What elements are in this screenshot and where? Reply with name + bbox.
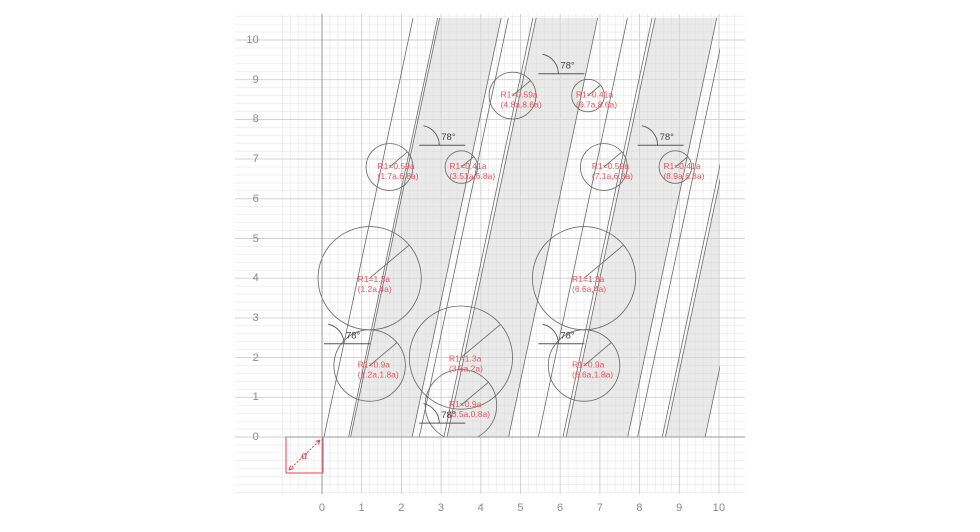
coordinate-label: (3.51a,6.8a)	[449, 171, 495, 181]
y-axis-tick-4: 4	[252, 272, 259, 285]
coordinate-label: (6.6a,4a)	[572, 284, 606, 294]
angle-marker-label: 78°	[560, 61, 575, 72]
coordinate-label: (1.2a,4a)	[358, 284, 392, 294]
angle-marker-label: 78°	[560, 331, 575, 342]
y-axis-tick-5: 5	[252, 232, 259, 245]
y-axis-tick-7: 7	[252, 153, 259, 166]
angle-marker-group: 78° 78° 78° 78° 78° 78°	[323, 53, 684, 424]
radius-label: R1=0.41a	[663, 161, 700, 171]
radius-label: R1=0.41a	[449, 161, 486, 171]
axis-lines	[285, 14, 745, 494]
y-axis-tick-0: 0	[252, 431, 259, 443]
radius-label: R1=0.41a	[576, 90, 613, 100]
x-axis-tick-9: 9	[676, 502, 683, 514]
unit-cell-label: a	[301, 447, 308, 462]
coordinate-label: (7.1a,6.8a)	[592, 171, 633, 181]
radius-label: R1=1.3a	[358, 274, 391, 284]
radius-label: R1=0.59a	[377, 161, 414, 171]
angle-marker-label: 78°	[660, 132, 675, 143]
x-axis-tick-8: 8	[636, 502, 643, 514]
y-axis-tick-2: 2	[252, 351, 259, 364]
y-axis-tick-10: 10	[246, 34, 259, 46]
annotation-label-group: R1=0.59a(1.7a,6.8a)R1=0.41a(3.51a,6.8a)R…	[358, 90, 705, 420]
x-axis-tick-6: 6	[557, 502, 564, 514]
slanted-band-group	[323, 18, 720, 437]
x-axis-tick-0: 0	[318, 502, 326, 514]
x-axis-tick-10: 10	[712, 502, 726, 514]
coordinate-label: (4.8a,8.6a)	[501, 100, 542, 110]
coordinate-label: (8.9a,6.8a)	[663, 171, 704, 181]
angle-marker-label: 78°	[346, 331, 361, 342]
angle-marker-label: 78°	[441, 132, 456, 143]
radius-label: R1=1.3a	[449, 354, 482, 364]
coordinate-label: (6.6a,1.8a)	[572, 370, 613, 380]
y-axis-tick-8: 8	[252, 113, 259, 126]
radius-label: R1=0.59a	[592, 161, 629, 171]
x-axis-tick-1: 1	[358, 502, 365, 514]
y-axis-tick-9: 9	[252, 73, 259, 86]
x-axis-tick-7: 7	[596, 502, 604, 514]
radius-label: R1=1.3a	[572, 274, 605, 284]
y-axis-tick-1: 1	[252, 391, 259, 404]
y-axis-tick-3: 3	[252, 311, 259, 324]
x-axis-tick-2: 2	[398, 502, 405, 514]
x-axis-tick-3: 3	[437, 502, 445, 514]
coordinate-label: (3.5a,0.8a)	[449, 409, 490, 419]
coordinate-label: (3.5a,2a)	[449, 364, 483, 374]
x-axis-tick-5: 5	[517, 502, 524, 514]
circle-group	[317, 71, 693, 437]
unit-cell-legend: a	[285, 436, 324, 474]
coordinate-label: (6.7a,8.6a)	[576, 100, 617, 110]
coordinate-label: (1.7a,6.8a)	[377, 171, 418, 181]
radius-label: R1=0.9a	[449, 399, 482, 409]
coordinate-label: (1.2a,1.8a)	[358, 370, 399, 380]
y-axis-tick-6: 6	[252, 192, 259, 205]
radius-label: R1=0.9a	[358, 360, 391, 370]
x-axis-tick-4: 4	[477, 502, 484, 514]
radius-label: R1=0.9a	[572, 360, 605, 370]
angle-marker-label: 78°	[441, 410, 456, 421]
radius-label: R1=0.59a	[501, 90, 538, 100]
